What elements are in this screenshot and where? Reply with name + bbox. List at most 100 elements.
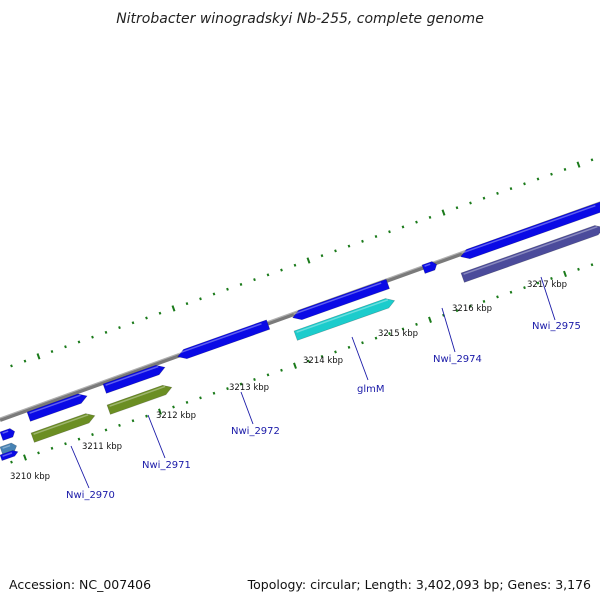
minor-tick	[64, 442, 67, 446]
major-tick	[158, 408, 162, 415]
major-tick	[293, 362, 297, 369]
gene-arrow-reverse	[106, 384, 173, 415]
gene-features	[0, 201, 600, 462]
gene-arrow-reverse-highlight	[33, 414, 89, 435]
minor-tick	[401, 327, 405, 331]
minor-tick	[293, 263, 297, 267]
gene-arrow-forward	[26, 393, 88, 422]
minor-tick	[212, 391, 216, 395]
minor-tick	[118, 326, 121, 330]
minor-tick	[91, 335, 94, 339]
minor-tick	[415, 322, 418, 326]
genome-summary-text: Topology: circular; Length: 3,402,093 bp…	[247, 577, 591, 592]
minor-tick	[334, 249, 337, 253]
gene-arrow-reverse-highlight	[2, 452, 13, 457]
minor-tick	[266, 273, 270, 277]
minor-tick	[509, 187, 513, 191]
minor-tick	[77, 340, 81, 344]
major-tick	[23, 454, 27, 461]
minor-tick	[145, 316, 148, 320]
gene-callout-line	[240, 391, 254, 425]
minor-tick	[226, 287, 229, 291]
minor-tick	[91, 433, 94, 437]
outer-tick-ring	[10, 158, 594, 368]
minor-tick	[469, 201, 472, 205]
minor-tick	[266, 373, 270, 377]
minor-tick	[442, 313, 445, 317]
map-labels: 3210 kbp 3211 kbp 3212 kbp 3213 kbp 3214 kbp…	[10, 276, 581, 501]
gene-arrow-forward-highlight	[293, 282, 382, 315]
minor-tick	[523, 286, 526, 290]
minor-tick	[550, 276, 553, 281]
gene-arrow-forward-highlight	[2, 430, 9, 434]
minor-tick	[590, 263, 594, 267]
minor-tick	[577, 267, 580, 271]
gene-arrow-forward	[102, 364, 166, 394]
minor-tick	[199, 396, 202, 400]
minor-tick	[50, 350, 54, 354]
minor-tick	[536, 177, 540, 181]
tick-label: 3216 kbp	[452, 304, 492, 314]
gene-arrow-forward	[0, 428, 16, 441]
minor-tick	[280, 268, 283, 272]
tick-label: 3214 kbp	[303, 356, 343, 366]
minor-tick	[469, 304, 472, 308]
minor-tick	[347, 244, 351, 248]
gene-arrow-forward-highlight	[105, 365, 159, 386]
minor-tick	[131, 321, 135, 325]
minor-tick	[280, 368, 283, 372]
gene-arrow-reverse-highlight	[296, 299, 389, 333]
gene-arrow-forward	[460, 201, 600, 260]
minor-tick	[104, 428, 108, 432]
minor-tick	[50, 446, 54, 450]
minor-tick	[496, 191, 499, 195]
gene-arrow-reverse	[30, 413, 96, 443]
minor-tick	[320, 254, 324, 258]
minor-tick	[239, 282, 243, 286]
minor-tick	[199, 297, 202, 301]
minor-tick	[455, 309, 459, 313]
minor-tick	[104, 330, 108, 334]
minor-tick	[77, 437, 81, 441]
minor-tick	[185, 400, 189, 404]
major-tick	[36, 353, 41, 360]
major-tick	[306, 257, 311, 264]
minor-tick	[388, 332, 391, 336]
minor-tick	[118, 423, 121, 427]
minor-tick	[253, 278, 256, 282]
minor-tick	[415, 220, 418, 224]
major-tick	[576, 161, 581, 168]
minor-tick	[226, 387, 229, 391]
gene-arrow-reverse	[460, 225, 600, 283]
tick-label: 3217 kbp	[527, 280, 567, 290]
gene-label: Nwi_2974	[433, 354, 482, 365]
minor-tick	[428, 215, 432, 219]
minor-tick	[334, 350, 337, 354]
gene-callout-line	[441, 307, 456, 353]
gene-label: Nwi_2971	[142, 460, 191, 471]
tick-label: 3213 kbp	[229, 383, 269, 393]
minor-tick	[482, 196, 486, 200]
minor-tick	[320, 355, 324, 359]
inner-tick-ring	[10, 263, 594, 464]
tick-label: 3210 kbp	[10, 472, 50, 482]
minor-tick	[64, 345, 67, 349]
minor-tick	[23, 359, 27, 363]
minor-tick	[536, 281, 540, 285]
minor-tick	[307, 359, 310, 363]
minor-tick	[185, 302, 189, 306]
tick-label: 3211 kbp	[82, 442, 122, 452]
gene-arrow-reverse	[0, 450, 19, 462]
accession-text: Accession: NC_007406	[9, 577, 152, 592]
minor-tick	[374, 336, 378, 340]
minor-tick	[388, 230, 391, 234]
minor-tick	[158, 311, 162, 315]
minor-tick	[590, 158, 594, 162]
gene-arrow-reverse-highlight	[109, 385, 166, 407]
minor-tick	[347, 345, 351, 349]
minor-tick	[10, 364, 13, 368]
tick-label: 3212 kbp	[156, 411, 196, 421]
gene-label: Nwi_2970	[66, 490, 115, 501]
gene-callout-line	[147, 414, 166, 459]
